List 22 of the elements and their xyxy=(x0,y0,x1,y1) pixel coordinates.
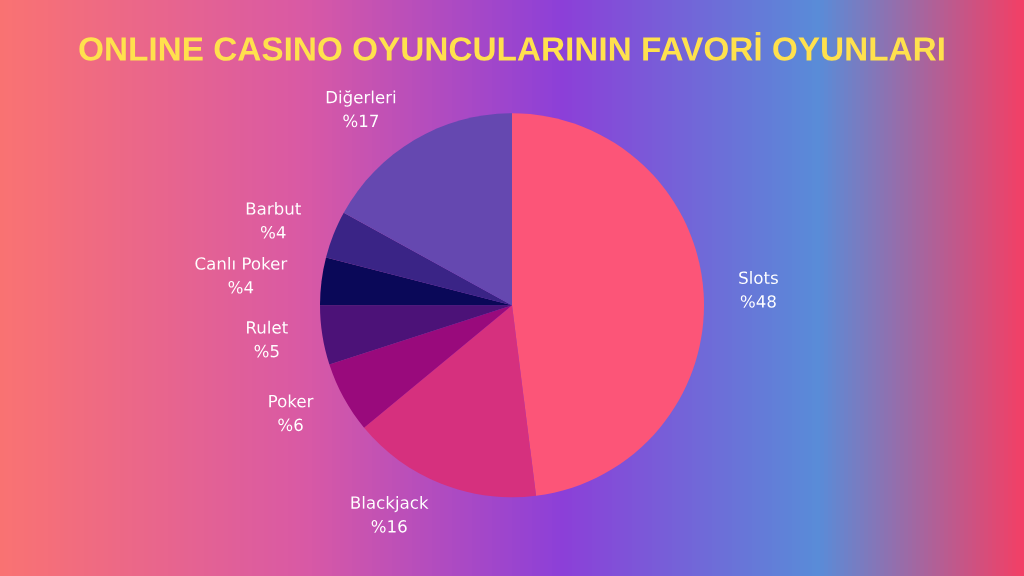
pie-slice xyxy=(512,113,704,496)
slice-label: Slots xyxy=(739,271,778,285)
slice-label: Canlı Poker xyxy=(195,256,288,270)
data-label: %6 xyxy=(278,418,303,432)
data-label: %48 xyxy=(740,295,776,308)
pie-slice xyxy=(329,305,512,428)
chart-title: ONLINE CASINO OYUNCULARININ FAVORİ OYUNLARI xyxy=(79,31,944,61)
pie-slice xyxy=(320,305,512,365)
data-label: %5 xyxy=(254,344,279,358)
pie-slice xyxy=(326,212,512,306)
pie-slice xyxy=(364,305,537,498)
pie-slice xyxy=(320,257,512,306)
slice-label: Blackjack xyxy=(351,496,429,513)
data-label: %17 xyxy=(343,114,379,128)
data-label: %16 xyxy=(371,520,407,533)
pie-slice xyxy=(343,113,512,306)
data-label: %4 xyxy=(228,280,254,294)
slice-label: Poker xyxy=(269,394,314,408)
slice-label: Barbut xyxy=(246,201,301,215)
slice-label: Rulet xyxy=(247,320,288,334)
data-label: %4 xyxy=(260,225,286,239)
slice-label: Diğerleri xyxy=(326,90,396,107)
